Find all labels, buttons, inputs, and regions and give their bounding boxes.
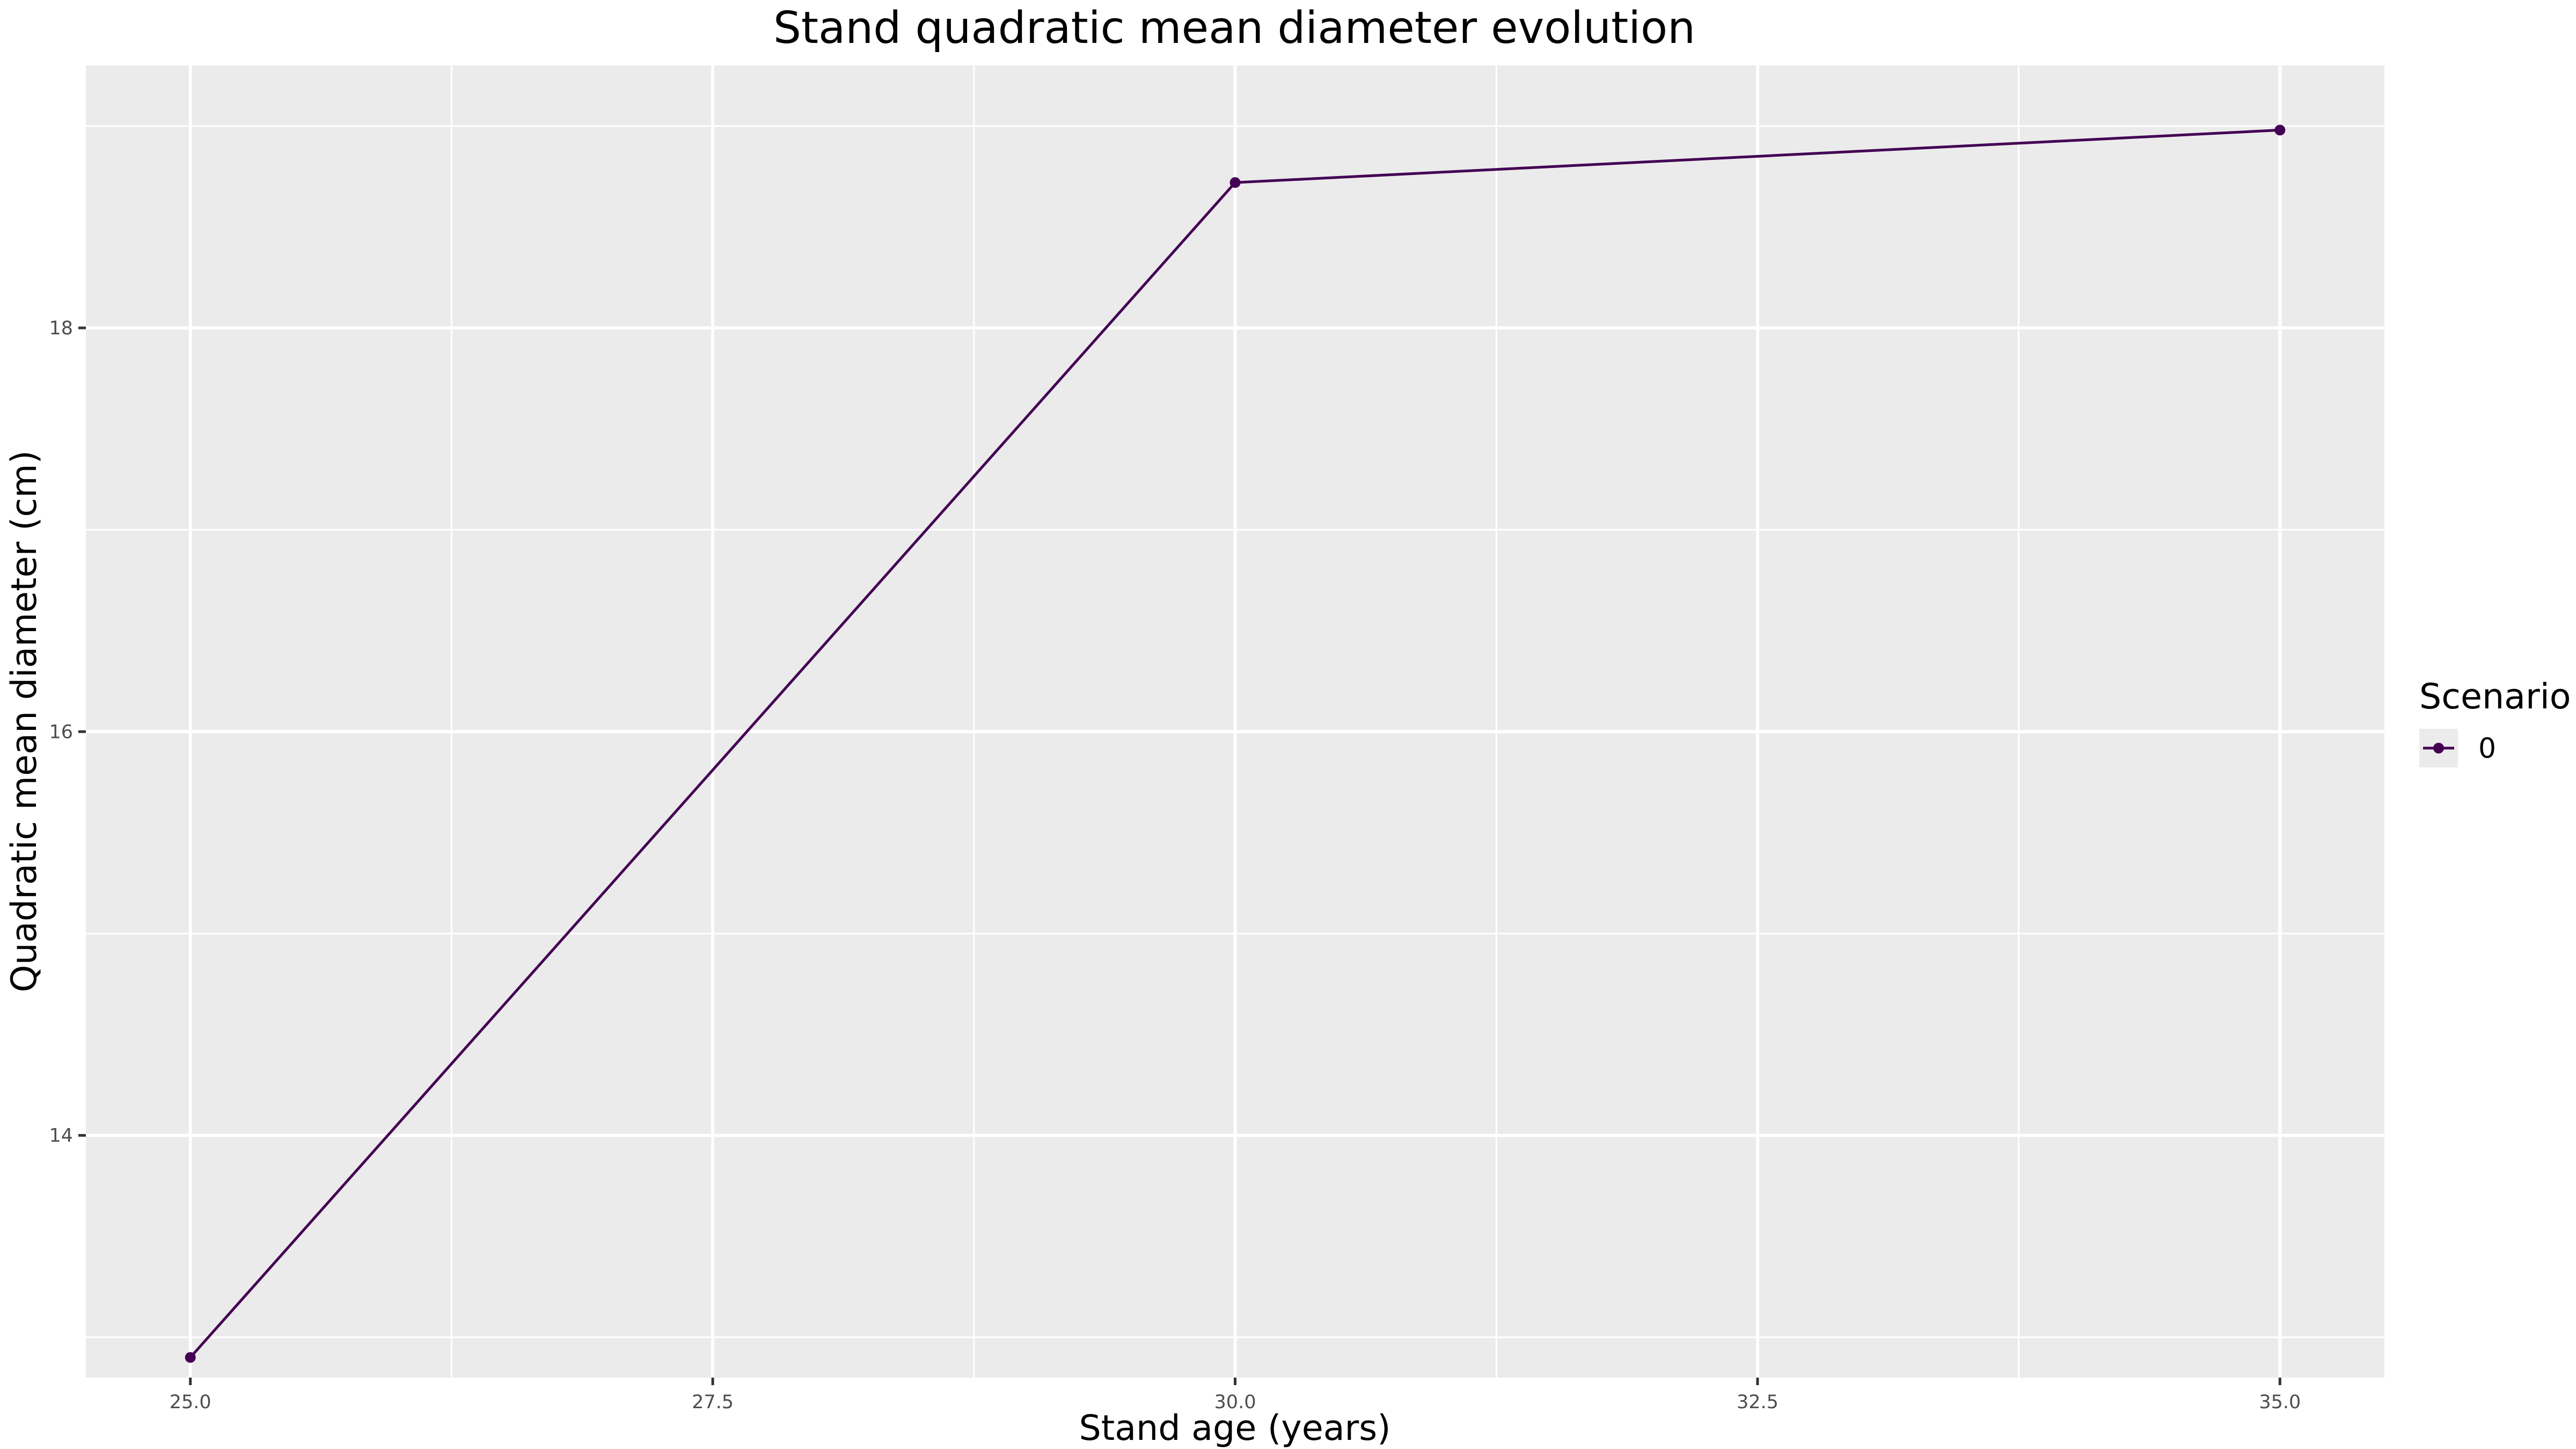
y-tick-label-1: 16 [49, 721, 73, 743]
x-axis-title: Stand age (years) [1079, 1408, 1391, 1448]
data-point-0-1 [1230, 177, 1241, 188]
x-tick-label-4: 35.0 [2259, 1392, 2301, 1413]
y-tick-label-2: 18 [49, 318, 73, 339]
x-tick-label-1: 27.5 [692, 1392, 734, 1413]
legend-label-0: 0 [2478, 733, 2496, 765]
legend-items: 0 [2419, 729, 2496, 767]
grid-major [86, 65, 2384, 1378]
series-layer [185, 125, 2286, 1363]
x-axis: 25.0 27.5 30.0 32.5 35.0 [170, 1378, 2301, 1413]
legend: Scenario 0 [2419, 677, 2571, 767]
data-point-0-2 [2274, 125, 2286, 136]
y-tick-label-0: 14 [49, 1125, 73, 1147]
legend-title: Scenario [2419, 677, 2571, 717]
y-axis-title: Quadratic mean diameter (cm) [4, 450, 45, 992]
x-tick-label-0: 25.0 [170, 1392, 211, 1413]
x-tick-label-3: 32.5 [1737, 1392, 1779, 1413]
data-point-0-0 [185, 1352, 196, 1363]
legend-key-point-0 [2433, 743, 2444, 753]
y-axis: 14 16 18 [49, 318, 86, 1147]
chart-title: Stand quadratic mean diameter evolution [773, 3, 1695, 54]
x-tick-label-2: 30.0 [1214, 1392, 1256, 1413]
